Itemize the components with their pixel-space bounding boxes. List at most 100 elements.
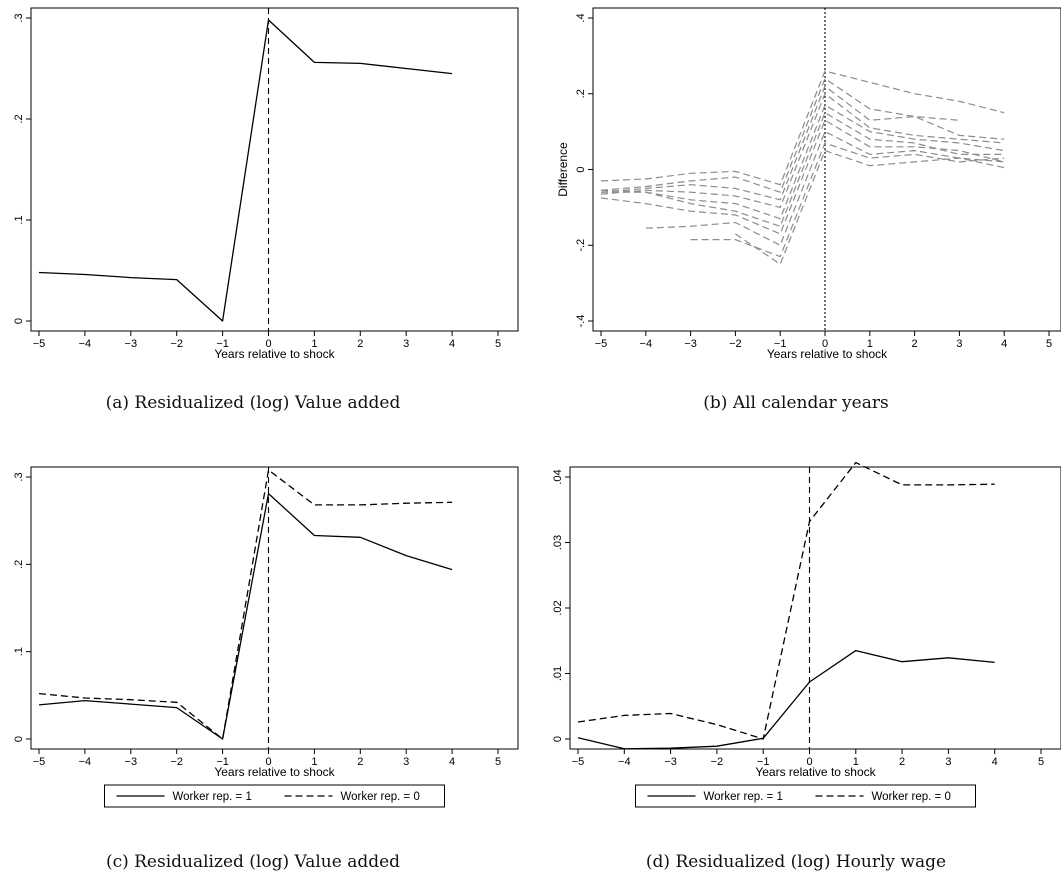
series-line-1 <box>38 19 453 322</box>
series-line-3 <box>600 85 1005 201</box>
series-line-10 <box>735 150 1005 265</box>
x-tick-label: 1 <box>311 338 317 350</box>
x-tick-label: −3 <box>684 338 697 350</box>
x-tick-label: −3 <box>664 756 677 768</box>
series-line-1 <box>600 70 1005 186</box>
y-tick-label: .03 <box>552 535 564 550</box>
x-tick-label: 4 <box>992 756 998 768</box>
series-line-2 <box>38 469 453 740</box>
series-line-9 <box>690 142 1005 258</box>
caption-b: (b) All calendar years <box>703 393 889 413</box>
series-line-2 <box>577 461 995 740</box>
series-line-8 <box>645 131 1005 246</box>
y-tick-label: .2 <box>13 560 25 569</box>
x-tick-label: 3 <box>403 756 409 768</box>
x-tick-label: 2 <box>912 338 918 350</box>
caption-a: (a) Residualized (log) Value added <box>105 393 401 413</box>
y-tick-label: .2 <box>13 114 25 123</box>
plot-frame <box>30 7 519 332</box>
x-tick-label: 4 <box>1001 338 1007 350</box>
x-tick-label: −2 <box>170 338 183 350</box>
x-tick-label: 2 <box>357 338 363 350</box>
x-tick-label: 0 <box>822 338 828 350</box>
series-line-1 <box>38 492 453 740</box>
legend-label-1: Worker rep. = 1 <box>173 791 252 803</box>
plot-frame <box>592 7 1061 332</box>
x-tick-label: 1 <box>867 338 873 350</box>
x-tick-label: 2 <box>899 756 905 768</box>
y-tick-label: .1 <box>13 215 25 224</box>
x-tick-label: 5 <box>495 338 501 350</box>
y-tick-label: .3 <box>13 472 25 481</box>
y-tick-label: .1 <box>13 647 25 656</box>
x-tick-label: 3 <box>403 338 409 350</box>
chart-panel-b: −5 −4 −3 −2 −1 0 1 2 3 4 5 Years relative to shock -… <box>556 7 1061 361</box>
plot-frame <box>569 466 1061 750</box>
y-tick-label: 0 <box>552 736 564 742</box>
series-line-5 <box>601 104 1005 220</box>
plot-frame <box>30 466 519 750</box>
legend-label-1: Worker rep. = 1 <box>704 791 783 803</box>
y-axis-label: Difference <box>556 142 570 197</box>
y-tick-label: .01 <box>552 666 564 681</box>
legend: Worker rep. = 1 Worker rep. = 0 <box>635 784 976 808</box>
legend-box <box>104 784 445 808</box>
y-tick-label: 0 <box>575 166 587 172</box>
x-tick-label: −5 <box>572 756 585 768</box>
x-tick-label: −4 <box>618 756 631 768</box>
x-tick-label: −1 <box>216 756 229 768</box>
x-tick-label: 0 <box>806 756 812 768</box>
x-tick-label: 4 <box>449 756 455 768</box>
x-tick-label: −1 <box>774 338 787 350</box>
caption-d: (d) Residualized (log) Hourly wage <box>645 852 947 872</box>
x-tick-label: −2 <box>170 756 183 768</box>
x-tick-label: −1 <box>757 756 770 768</box>
x-tick-label: 2 <box>357 756 363 768</box>
series-line-7 <box>600 119 1005 235</box>
y-tick-label: .4 <box>575 13 587 22</box>
y-tick-label: -.2 <box>575 239 587 252</box>
y-tick-label: -.4 <box>575 315 587 328</box>
y-tick-label: .02 <box>552 600 564 615</box>
x-tick-label: 3 <box>945 756 951 768</box>
x-tick-label: 0 <box>265 338 271 350</box>
x-tick-label: −4 <box>79 756 92 768</box>
x-tick-label: 1 <box>853 756 859 768</box>
x-tick-label: −4 <box>640 338 653 350</box>
legend: Worker rep. = 1 Worker rep. = 0 <box>104 784 445 808</box>
y-tick-label: 0 <box>13 318 25 324</box>
x-tick-label: −2 <box>711 756 724 768</box>
x-tick-label: −2 <box>729 338 742 350</box>
x-tick-label: −3 <box>125 338 138 350</box>
x-axis-label: Years relative to shock <box>767 347 888 361</box>
x-tick-label: 5 <box>1046 338 1052 350</box>
legend-box <box>635 784 976 808</box>
x-tick-label: −5 <box>33 338 46 350</box>
x-axis-label: Years relative to shock <box>755 765 876 779</box>
y-tick-label: 0 <box>13 736 25 742</box>
x-tick-label: −5 <box>595 338 608 350</box>
x-tick-label: −3 <box>125 756 138 768</box>
y-tick-label: .2 <box>575 89 587 98</box>
legend-label-2: Worker rep. = 0 <box>872 791 951 803</box>
caption-c: (c) Residualized (log) Value added <box>105 852 401 872</box>
y-tick-label: .04 <box>552 469 564 484</box>
x-tick-label: 4 <box>449 338 455 350</box>
x-tick-label: 5 <box>495 756 501 768</box>
series-line-6 <box>600 112 1005 227</box>
x-tick-label: 5 <box>1038 756 1044 768</box>
x-tick-label: −5 <box>33 756 46 768</box>
x-axis-label: Years relative to shock <box>214 347 335 361</box>
series-line-4 <box>600 93 1005 208</box>
legend-label-2: Worker rep. = 0 <box>341 791 420 803</box>
x-tick-label: 3 <box>956 338 962 350</box>
series-line-1 <box>577 649 995 750</box>
x-tick-label: 1 <box>311 756 317 768</box>
x-tick-label: 0 <box>265 756 271 768</box>
x-axis-label: Years relative to shock <box>214 765 335 779</box>
x-tick-label: −4 <box>79 338 92 350</box>
